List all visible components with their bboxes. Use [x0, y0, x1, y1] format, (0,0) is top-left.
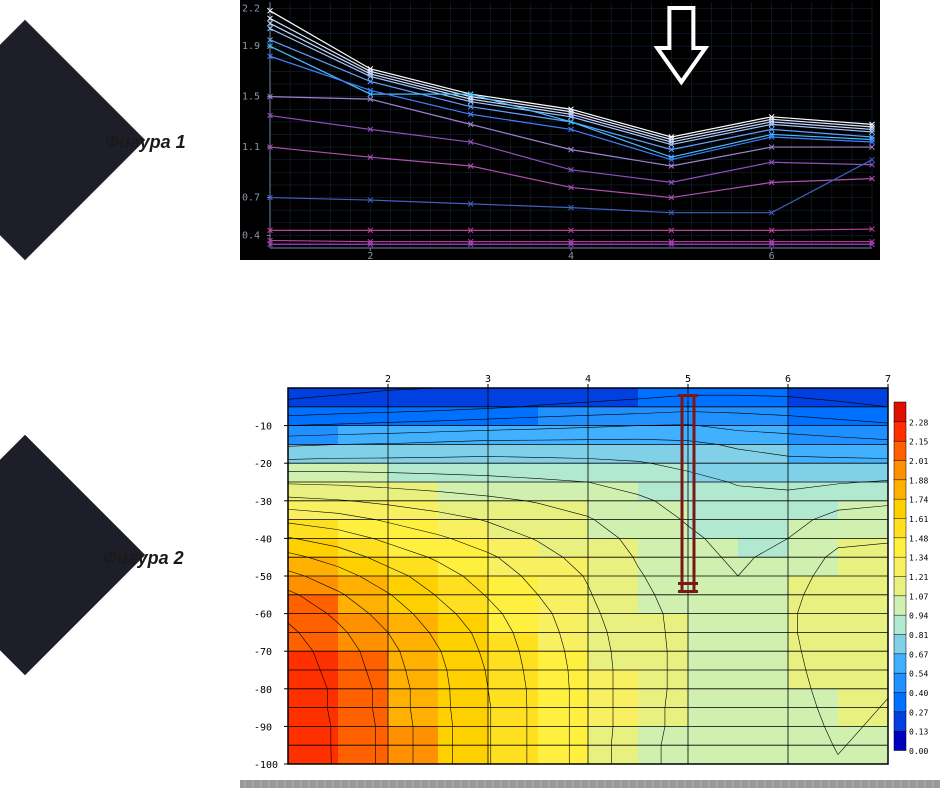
noise-divider [240, 780, 940, 788]
svg-text:1.61: 1.61 [909, 515, 928, 524]
svg-text:0.27: 0.27 [909, 708, 928, 717]
svg-text:3: 3 [485, 374, 491, 385]
svg-text:2.28: 2.28 [909, 418, 928, 427]
svg-text:-60: -60 [254, 610, 272, 621]
svg-text:-70: -70 [254, 647, 272, 658]
svg-text:1.74: 1.74 [909, 496, 928, 505]
fig1-label: Фигура 1 [105, 132, 186, 153]
svg-text:1.34: 1.34 [909, 554, 928, 563]
svg-text:0.00: 0.00 [909, 747, 928, 756]
svg-text:-100: -100 [254, 760, 278, 770]
svg-text:-20: -20 [254, 459, 272, 470]
svg-text:2.2: 2.2 [242, 3, 260, 14]
svg-text:4: 4 [568, 251, 574, 260]
svg-text:-50: -50 [254, 572, 272, 583]
svg-text:5: 5 [685, 374, 691, 385]
svg-text:-90: -90 [254, 722, 272, 733]
svg-text:2.15: 2.15 [909, 438, 928, 447]
svg-text:0.54: 0.54 [909, 670, 928, 679]
fig2-chart: 2 3 4 5 6 7 -10 -20 -30 -40 -50 -60 -70 -80 -90 -100 0.1… [240, 370, 940, 770]
svg-text:0.67: 0.67 [909, 650, 928, 659]
svg-text:0.7: 0.7 [242, 193, 260, 204]
svg-text:7: 7 [885, 374, 891, 385]
svg-text:0.40: 0.40 [909, 689, 928, 698]
svg-text:1.48: 1.48 [909, 534, 928, 543]
svg-text:1.07: 1.07 [909, 592, 928, 601]
svg-text:1.5: 1.5 [242, 92, 260, 103]
svg-text:6: 6 [769, 251, 775, 260]
svg-text:-80: -80 [254, 685, 272, 696]
svg-text:0.4: 0.4 [242, 230, 260, 241]
svg-text:-30: -30 [254, 497, 272, 508]
svg-text:2: 2 [367, 251, 373, 260]
fig2-label: Фигура 2 [103, 548, 184, 569]
fig1-chart: 0.4 0.7 1.1 1.5 1.9 2.2 2 4 6 [240, 0, 880, 260]
svg-text:-10: -10 [254, 422, 272, 433]
svg-text:-40: -40 [254, 534, 272, 545]
svg-text:4: 4 [585, 374, 591, 385]
svg-text:0.81: 0.81 [909, 631, 928, 640]
svg-text:1.21: 1.21 [909, 573, 928, 582]
svg-text:2.01: 2.01 [909, 457, 928, 466]
svg-text:1.88: 1.88 [909, 476, 928, 485]
svg-text:1.1: 1.1 [242, 142, 260, 153]
svg-text:1.9: 1.9 [242, 41, 260, 52]
svg-text:2: 2 [385, 374, 391, 385]
svg-text:0.94: 0.94 [909, 612, 928, 621]
svg-text:6: 6 [785, 374, 791, 385]
svg-text:0.13: 0.13 [909, 728, 928, 737]
